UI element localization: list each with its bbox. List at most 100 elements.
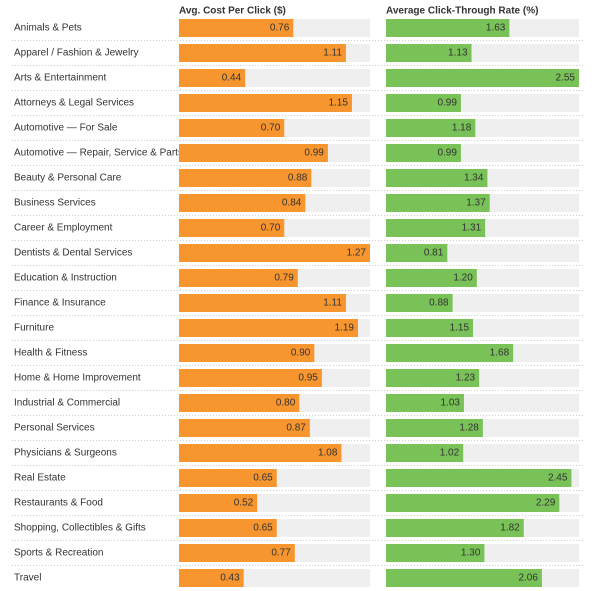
series-title: Average Click-Through Rate (%) bbox=[386, 6, 538, 17]
category-label: Industrial & Commercial bbox=[14, 398, 120, 409]
bar bbox=[386, 44, 472, 62]
value-label: 0.81 bbox=[424, 248, 444, 259]
bar bbox=[179, 269, 298, 287]
bar bbox=[179, 169, 312, 187]
value-label: 2.06 bbox=[518, 573, 538, 584]
category-label: Sports & Recreation bbox=[14, 548, 104, 559]
category-label: Health & Fitness bbox=[14, 348, 87, 359]
value-label: 0.88 bbox=[429, 298, 449, 309]
value-label: 1.03 bbox=[440, 398, 460, 409]
value-label: 0.76 bbox=[270, 23, 290, 34]
bar bbox=[179, 219, 285, 237]
category-label: Automotive — Repair, Service & Parts bbox=[14, 148, 183, 159]
value-label: 0.99 bbox=[437, 148, 457, 159]
bar bbox=[386, 469, 572, 487]
bar bbox=[179, 119, 285, 137]
value-label: 0.77 bbox=[271, 548, 291, 559]
value-label: 0.43 bbox=[220, 573, 240, 584]
value-label: 1.11 bbox=[323, 48, 342, 59]
bar bbox=[386, 369, 480, 387]
category-label: Education & Instruction bbox=[14, 273, 117, 284]
bar bbox=[179, 369, 322, 387]
value-label: 0.87 bbox=[286, 423, 306, 434]
bar bbox=[386, 269, 477, 287]
bar bbox=[179, 194, 306, 212]
category-label: Arts & Entertainment bbox=[14, 73, 106, 84]
bar bbox=[179, 494, 258, 512]
bar bbox=[179, 319, 358, 337]
category-label: Apparel / Fashion & Jewelry bbox=[14, 48, 139, 59]
value-label: 1.34 bbox=[464, 173, 484, 184]
category-label: Physicians & Surgeons bbox=[14, 448, 117, 459]
bar bbox=[179, 44, 346, 62]
value-label: 1.37 bbox=[466, 198, 486, 209]
bar bbox=[179, 144, 328, 162]
bar bbox=[386, 194, 490, 212]
bar bbox=[386, 244, 448, 262]
category-label: Career & Employment bbox=[14, 223, 113, 234]
bar bbox=[386, 519, 524, 537]
bar bbox=[386, 319, 474, 337]
value-label: 1.20 bbox=[453, 273, 473, 284]
bar bbox=[179, 19, 294, 37]
series-title: Avg. Cost Per Click ($) bbox=[179, 6, 286, 17]
bar bbox=[386, 144, 461, 162]
bar bbox=[386, 494, 560, 512]
bar bbox=[179, 294, 346, 312]
category-label: Beauty & Personal Care bbox=[14, 173, 122, 184]
category-label: Travel bbox=[14, 573, 41, 584]
value-label: 0.99 bbox=[437, 98, 457, 109]
value-label: 1.63 bbox=[486, 23, 506, 34]
value-label: 1.02 bbox=[440, 448, 460, 459]
bar bbox=[386, 94, 461, 112]
category-label: Restaurants & Food bbox=[14, 498, 103, 509]
category-label: Shopping, Collectibles & Gifts bbox=[14, 523, 146, 534]
category-label: Home & Home Improvement bbox=[14, 373, 141, 384]
bar bbox=[179, 69, 246, 87]
bar bbox=[179, 544, 295, 562]
value-label: 0.88 bbox=[288, 173, 308, 184]
value-label: 1.68 bbox=[490, 348, 510, 359]
bar bbox=[386, 394, 464, 412]
value-label: 1.18 bbox=[452, 123, 472, 134]
value-label: 0.65 bbox=[253, 473, 273, 484]
value-label: 0.52 bbox=[234, 498, 254, 509]
value-label: 1.13 bbox=[448, 48, 468, 59]
category-label: Furniture bbox=[14, 323, 54, 334]
bar bbox=[179, 469, 277, 487]
value-label: 1.30 bbox=[461, 548, 481, 559]
value-label: 0.84 bbox=[282, 198, 302, 209]
value-label: 0.44 bbox=[222, 73, 242, 84]
value-label: 1.82 bbox=[500, 523, 520, 534]
bar bbox=[179, 569, 244, 587]
bar bbox=[386, 219, 486, 237]
value-label: 2.29 bbox=[536, 498, 556, 509]
bar bbox=[386, 444, 464, 462]
value-label: 2.45 bbox=[548, 473, 568, 484]
value-label: 0.65 bbox=[253, 523, 273, 534]
value-label: 1.19 bbox=[334, 323, 354, 334]
value-label: 0.80 bbox=[276, 398, 296, 409]
bar bbox=[386, 69, 579, 87]
bar bbox=[179, 394, 300, 412]
bar bbox=[386, 569, 542, 587]
value-label: 0.95 bbox=[298, 373, 318, 384]
category-label: Finance & Insurance bbox=[14, 298, 106, 309]
bar bbox=[386, 294, 453, 312]
value-label: 1.11 bbox=[323, 298, 342, 309]
value-label: 1.31 bbox=[462, 223, 482, 234]
bar bbox=[179, 519, 277, 537]
bar bbox=[386, 169, 488, 187]
value-label: 0.99 bbox=[304, 148, 324, 159]
value-label: 0.70 bbox=[261, 223, 281, 234]
bar bbox=[386, 419, 483, 437]
value-label: 1.27 bbox=[347, 248, 367, 259]
category-label: Animals & Pets bbox=[14, 23, 82, 34]
bar bbox=[179, 444, 342, 462]
value-label: 2.55 bbox=[556, 73, 576, 84]
value-label: 0.70 bbox=[261, 123, 281, 134]
value-label: 0.90 bbox=[291, 348, 311, 359]
category-label: Business Services bbox=[14, 198, 96, 209]
value-label: 1.15 bbox=[328, 98, 348, 109]
